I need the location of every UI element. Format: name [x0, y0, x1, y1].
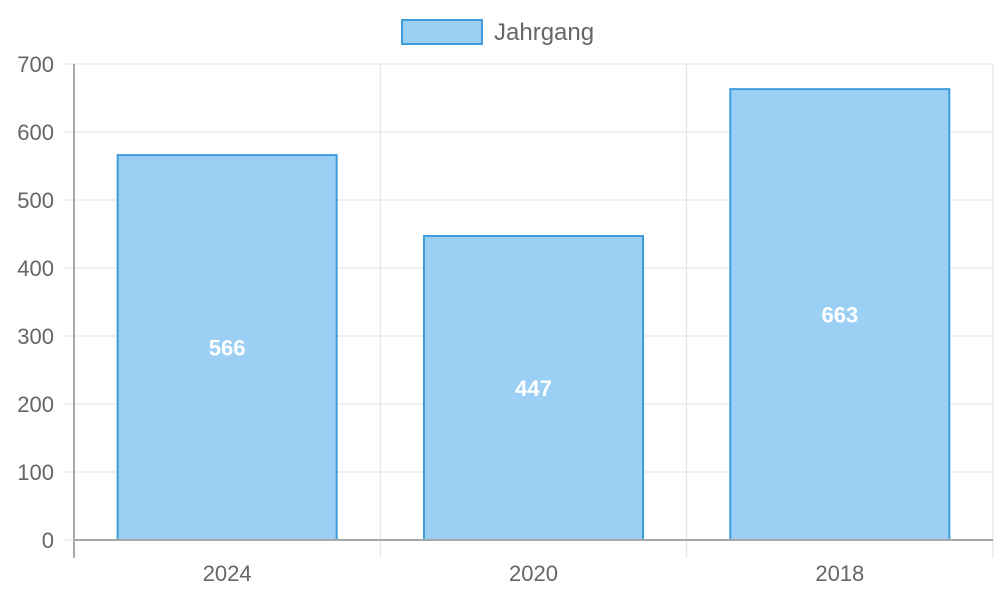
y-tick-label: 700 [17, 52, 54, 77]
bar-layer [116, 88, 951, 541]
legend-swatch[interactable] [401, 19, 483, 45]
y-tick-label: 400 [17, 256, 54, 281]
bar-2024[interactable] [117, 155, 337, 540]
y-tick-label: 500 [17, 188, 54, 213]
data-label-2018: 663 [821, 303, 858, 328]
y-tick-label: 300 [17, 324, 54, 349]
legend-label[interactable]: Jahrgang [494, 19, 594, 46]
label-layer: 0 100 200 300 400 500 600 700 566 2024 447 2020 663 2… [17, 52, 864, 586]
bar-border-2020 [422, 235, 645, 540]
y-tick-label: 200 [17, 392, 54, 417]
data-label-2020: 447 [515, 376, 552, 401]
data-label-2024: 566 [209, 336, 246, 361]
bar-2018[interactable] [730, 89, 950, 540]
axis-layer [73, 64, 993, 558]
legend[interactable]: Jahrgang [401, 19, 594, 46]
y-tick-label: 100 [17, 460, 54, 485]
bar-border-2024 [116, 154, 338, 540]
y-tick-label: 0 [42, 528, 54, 553]
x-tick-label: 2020 [509, 561, 558, 586]
bar-border-2018 [729, 88, 951, 540]
x-tick-label: 2018 [815, 561, 864, 586]
y-tick-label: 600 [17, 120, 54, 145]
x-tick-label: 2024 [203, 561, 252, 586]
bar-2020[interactable] [423, 236, 644, 541]
